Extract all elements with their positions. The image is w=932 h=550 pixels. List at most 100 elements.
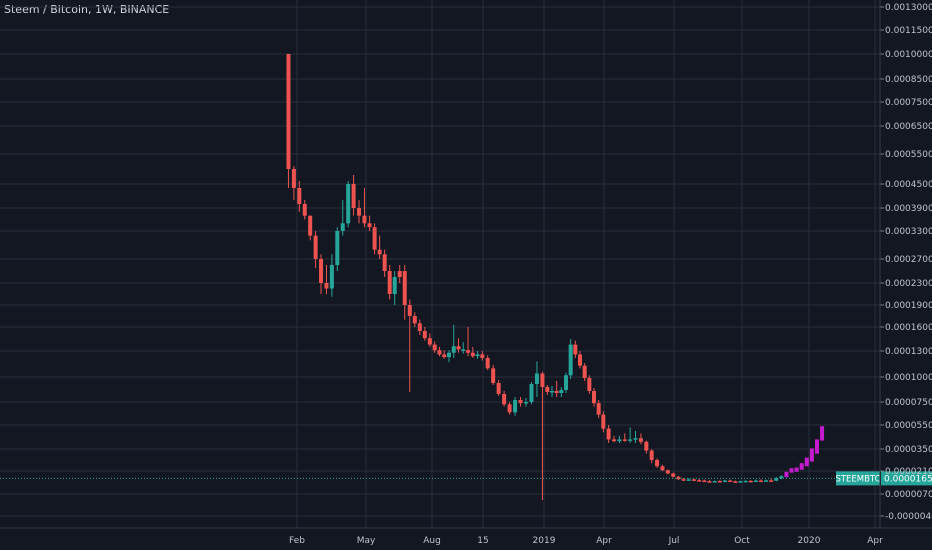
projection-bar	[799, 463, 804, 470]
candle	[346, 181, 351, 228]
candle-body	[387, 271, 392, 294]
candle	[291, 166, 296, 200]
candle	[733, 480, 738, 483]
x-axis[interactable]: Feb May Aug 15 2019 Apr Jul Oct 2020 Apr	[0, 527, 932, 546]
candle	[628, 427, 633, 443]
candle	[319, 254, 324, 294]
candle	[382, 249, 387, 277]
candle	[550, 386, 554, 397]
candle-body	[324, 283, 329, 289]
candle-body	[466, 350, 471, 353]
candle	[649, 449, 654, 464]
candle-body	[308, 215, 313, 236]
candle-body	[437, 350, 442, 355]
candle	[758, 479, 763, 483]
candle-body	[291, 169, 296, 188]
candle	[665, 469, 670, 475]
candle-body	[554, 391, 559, 393]
candle-body	[655, 460, 660, 467]
candle-body	[502, 394, 507, 405]
candle	[697, 478, 702, 482]
candle-body	[681, 479, 686, 481]
candle-body	[774, 478, 779, 481]
x-tick-label: 15	[477, 536, 488, 546]
candle	[372, 223, 377, 255]
candle	[407, 299, 412, 392]
candle	[769, 478, 774, 482]
candle	[432, 341, 437, 353]
candle	[392, 271, 397, 305]
candle-body	[475, 354, 480, 357]
last-price-value: 0.00001651	[884, 474, 932, 484]
candle-body	[496, 383, 501, 394]
candle	[592, 388, 596, 407]
candle-body	[412, 316, 417, 324]
x-tick-label: Oct	[734, 536, 750, 546]
candle-body	[335, 231, 340, 265]
candle	[480, 351, 485, 361]
candle	[764, 479, 769, 482]
candle	[461, 342, 466, 354]
candle-body	[540, 373, 545, 387]
candle-body	[587, 378, 592, 391]
candle-body	[507, 404, 512, 413]
candle-body	[564, 375, 568, 390]
candle-body	[407, 305, 412, 316]
candle	[617, 435, 622, 443]
candle-body	[417, 323, 422, 331]
candles-layer	[286, 54, 825, 500]
candle	[351, 175, 356, 216]
candle	[702, 479, 707, 483]
x-tick-label: Aug	[423, 536, 441, 546]
candle-body	[628, 439, 633, 441]
candle-body	[649, 450, 654, 460]
x-tick-label: May	[357, 536, 376, 546]
candle-body	[302, 204, 307, 216]
chart-title: Steem / Bitcoin, 1W, BINANCE	[4, 3, 170, 16]
candle	[582, 363, 587, 381]
x-tick-label: 2019	[533, 536, 556, 546]
candle	[707, 480, 712, 483]
candle-body	[596, 403, 601, 415]
candle-body	[451, 346, 456, 353]
candle-body	[340, 223, 345, 231]
candle-body	[297, 188, 302, 204]
candle-body	[397, 271, 402, 277]
candle	[442, 350, 447, 359]
candle	[335, 227, 340, 271]
candle	[633, 431, 638, 443]
candle-body	[524, 402, 529, 404]
candle	[606, 425, 611, 443]
candle-body	[582, 365, 587, 378]
candle	[545, 385, 550, 395]
candle-body	[671, 473, 676, 477]
candle-body	[377, 249, 382, 255]
candle-body	[573, 344, 578, 355]
candle-body	[758, 480, 763, 483]
projection-bar	[814, 439, 819, 454]
candle-body	[769, 480, 774, 482]
candle	[475, 351, 480, 359]
x-tick-label: Apr	[596, 536, 612, 546]
candle-body	[485, 357, 490, 369]
candle-body	[738, 481, 743, 483]
candle-body	[644, 441, 649, 451]
candle	[485, 355, 490, 371]
candle	[422, 327, 427, 341]
candle	[507, 402, 512, 415]
candle	[402, 265, 407, 320]
candle	[362, 188, 367, 228]
price-layer: STEEMBTC 0.00001651	[0, 471, 932, 486]
candle-body	[606, 428, 611, 440]
candle-body	[697, 480, 702, 482]
